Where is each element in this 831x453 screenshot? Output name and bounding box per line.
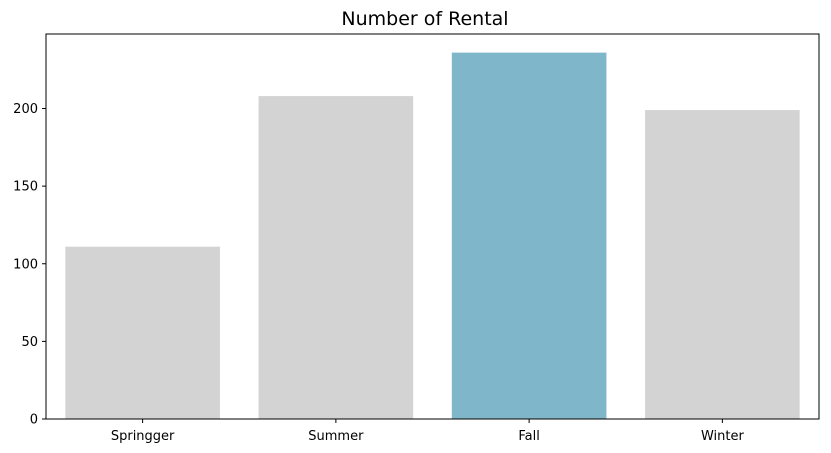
y-axis: 0 50 100 150 200 — [13, 102, 46, 428]
y-tick-label: 0 — [30, 413, 38, 428]
x-tick-label: Fall — [518, 429, 539, 444]
bar-springger — [65, 246, 220, 419]
x-axis: Springger Summer Fall Winter — [111, 419, 745, 444]
bar-winter — [645, 110, 800, 420]
x-tick-label: Summer — [308, 429, 364, 444]
plot-frame — [45, 33, 820, 420]
y-tick-label: 200 — [13, 102, 38, 117]
y-tick-label: 50 — [21, 335, 38, 350]
bar-summer — [258, 96, 414, 419]
y-tick-label: 150 — [13, 180, 38, 195]
chart-title: Number of Rental — [341, 8, 508, 30]
bar-fall — [451, 52, 607, 420]
x-tick-label: Winter — [701, 429, 745, 444]
bars-group — [65, 52, 800, 420]
y-tick-label: 100 — [13, 257, 38, 272]
x-tick-label: Springger — [111, 429, 175, 444]
